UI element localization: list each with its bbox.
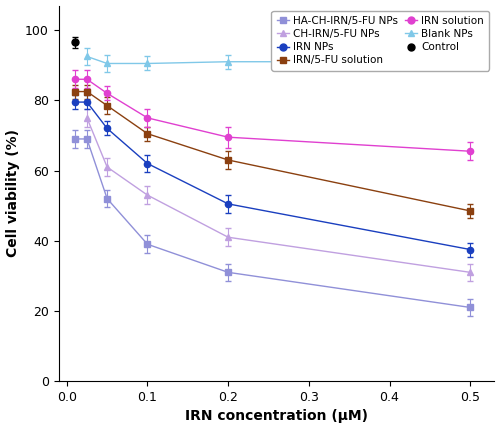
X-axis label: IRN concentration (μM): IRN concentration (μM) — [185, 409, 368, 423]
Legend: HA-CH-IRN/5-FU NPs, CH-IRN/5-FU NPs, IRN NPs, IRN/5-FU solution, IRN solution, B: HA-CH-IRN/5-FU NPs, CH-IRN/5-FU NPs, IRN… — [272, 11, 489, 70]
Y-axis label: Cell viability (%): Cell viability (%) — [6, 130, 20, 257]
